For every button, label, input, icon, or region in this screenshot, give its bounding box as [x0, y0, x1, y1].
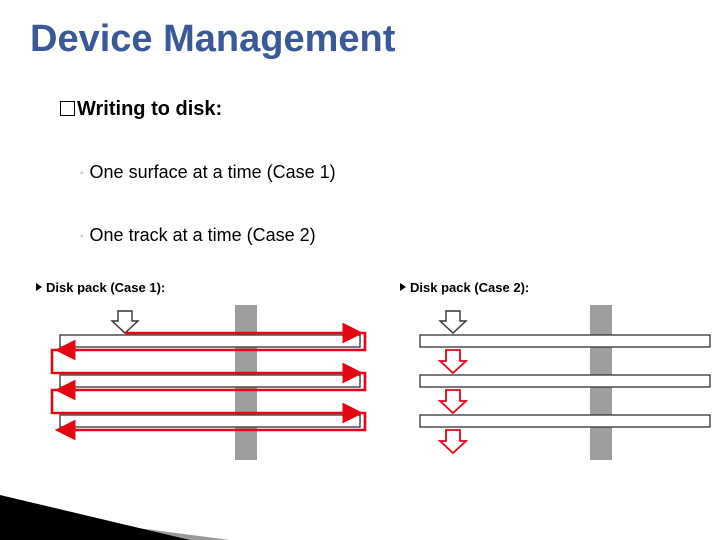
footer-decoration — [0, 495, 190, 540]
diagram-label-case2: Disk pack (Case 2): — [400, 280, 529, 295]
play-icon — [36, 283, 42, 291]
platter — [60, 415, 360, 427]
bullet-marker-icon: ◦ — [80, 168, 84, 179]
platter — [420, 375, 710, 387]
flow-arrow — [52, 390, 358, 413]
platter — [60, 375, 360, 387]
down-arrow-icon — [112, 311, 138, 333]
platter — [60, 335, 360, 347]
play-icon — [400, 283, 406, 291]
diagram-case2 — [390, 305, 720, 485]
diagram-case1 — [30, 305, 370, 485]
diagram-label-case1: Disk pack (Case 1): — [36, 280, 165, 295]
checkbox-icon — [60, 101, 75, 116]
down-arrow-icon — [440, 430, 466, 453]
platter — [420, 335, 710, 347]
subheading: Writing to disk: — [60, 98, 222, 121]
diagram-label-text: Disk pack (Case 1): — [46, 280, 165, 295]
flow-arrow — [52, 350, 358, 373]
bullet-text: One track at a time (Case 2) — [90, 225, 316, 245]
slide-title: Device Management — [30, 18, 395, 61]
platter — [420, 415, 710, 427]
bullet-text: One surface at a time (Case 1) — [90, 162, 336, 182]
bullet-marker-icon: ◦ — [80, 231, 84, 242]
subheading-text: Writing to disk: — [77, 98, 222, 120]
bullet-case1: ◦ One surface at a time (Case 1) — [80, 162, 336, 183]
down-arrow-icon — [440, 390, 466, 413]
bullet-case2: ◦ One track at a time (Case 2) — [80, 225, 316, 246]
down-arrow-icon — [440, 350, 466, 373]
diagram-label-text: Disk pack (Case 2): — [410, 280, 529, 295]
down-arrow-icon — [440, 311, 466, 333]
